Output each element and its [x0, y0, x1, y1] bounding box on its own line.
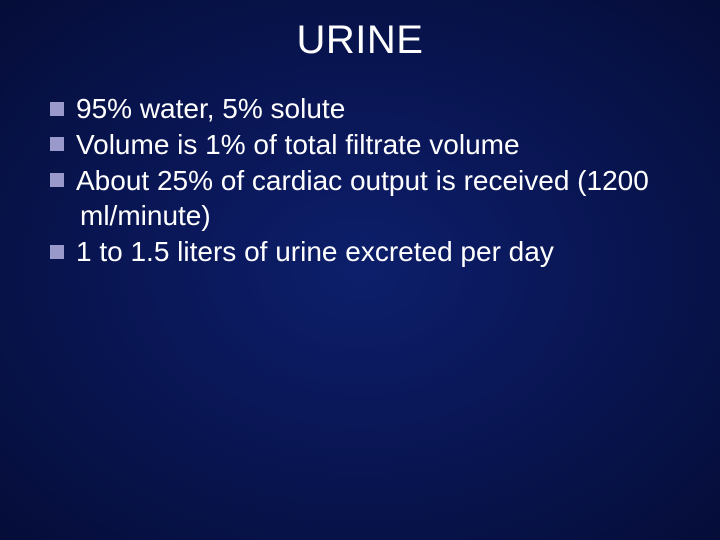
- list-item: Volume is 1% of total filtrate volume: [50, 127, 670, 163]
- slide: URINE 95% water, 5% solute Volume is 1% …: [0, 0, 720, 540]
- bullet-text: About 25% of cardiac output is received …: [76, 165, 649, 232]
- bullet-list: 95% water, 5% solute Volume is 1% of tot…: [50, 91, 670, 270]
- list-item: 95% water, 5% solute: [50, 91, 670, 127]
- square-bullet-icon: [50, 245, 64, 259]
- bullet-text: 1 to 1.5 liters of urine excreted per da…: [76, 236, 554, 267]
- slide-title: URINE: [50, 18, 670, 63]
- square-bullet-icon: [50, 137, 64, 151]
- bullet-text: Volume is 1% of total filtrate volume: [76, 129, 520, 160]
- list-item: 1 to 1.5 liters of urine excreted per da…: [50, 234, 670, 270]
- square-bullet-icon: [50, 173, 64, 187]
- list-item: About 25% of cardiac output is received …: [50, 163, 670, 235]
- square-bullet-icon: [50, 102, 64, 116]
- bullet-text: 95% water, 5% solute: [76, 93, 345, 124]
